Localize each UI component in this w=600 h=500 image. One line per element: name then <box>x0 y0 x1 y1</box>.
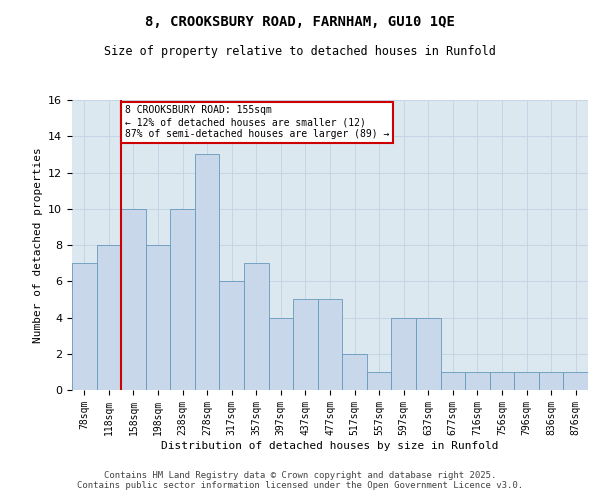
Bar <box>146 245 170 390</box>
Bar <box>465 372 490 390</box>
Bar <box>440 372 465 390</box>
Bar <box>563 372 588 390</box>
Bar <box>121 209 146 390</box>
Bar <box>269 318 293 390</box>
Bar <box>244 263 269 390</box>
Text: Size of property relative to detached houses in Runfold: Size of property relative to detached ho… <box>104 45 496 58</box>
Bar <box>342 354 367 390</box>
Bar <box>391 318 416 390</box>
Text: 8, CROOKSBURY ROAD, FARNHAM, GU10 1QE: 8, CROOKSBURY ROAD, FARNHAM, GU10 1QE <box>145 15 455 29</box>
Text: 8 CROOKSBURY ROAD: 155sqm
← 12% of detached houses are smaller (12)
87% of semi-: 8 CROOKSBURY ROAD: 155sqm ← 12% of detac… <box>125 106 389 138</box>
Bar <box>318 300 342 390</box>
Y-axis label: Number of detached properties: Number of detached properties <box>32 147 43 343</box>
Bar <box>490 372 514 390</box>
Bar <box>170 209 195 390</box>
Bar <box>195 154 220 390</box>
Bar <box>220 281 244 390</box>
X-axis label: Distribution of detached houses by size in Runfold: Distribution of detached houses by size … <box>161 440 499 450</box>
Bar <box>293 300 318 390</box>
Bar <box>416 318 440 390</box>
Bar <box>514 372 539 390</box>
Bar <box>367 372 391 390</box>
Bar <box>72 263 97 390</box>
Text: Contains HM Land Registry data © Crown copyright and database right 2025.
Contai: Contains HM Land Registry data © Crown c… <box>77 470 523 490</box>
Bar <box>539 372 563 390</box>
Bar <box>97 245 121 390</box>
